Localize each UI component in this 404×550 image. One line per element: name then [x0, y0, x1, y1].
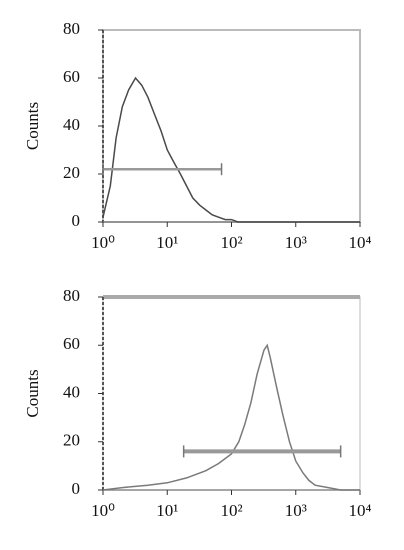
- x-tick-label: 10¹: [156, 501, 178, 520]
- plot-frame: [102, 296, 361, 491]
- y-tick-label: 40: [63, 382, 80, 401]
- x-tick-label: 10²: [220, 233, 242, 252]
- y-axis-label: Counts: [23, 369, 42, 417]
- x-tick-label: 10⁰: [91, 233, 115, 252]
- x-tick-label: 10⁰: [91, 501, 115, 520]
- x-tick-label: 10²: [220, 501, 242, 520]
- y-tick-label: 40: [63, 115, 80, 134]
- y-tick-label: 0: [72, 211, 81, 230]
- x-tick-label: 10³: [285, 501, 307, 520]
- y-tick-label: 20: [63, 431, 80, 450]
- y-tick-label: 0: [72, 479, 81, 498]
- y-axis-label: Counts: [23, 102, 42, 150]
- histogram-line: [102, 76, 360, 223]
- y-tick-label: 20: [63, 163, 80, 182]
- y-tick-label: 80: [63, 19, 80, 38]
- plot-frame: [102, 29, 361, 223]
- y-tick-label: 80: [63, 286, 80, 305]
- x-tick-label: 10⁴: [349, 501, 372, 520]
- histogram-line: [102, 343, 360, 491]
- x-tick-label: 10³: [285, 233, 307, 252]
- x-tick-label: 10¹: [156, 233, 178, 252]
- x-tick-label: 10⁴: [349, 233, 372, 252]
- y-tick-label: 60: [63, 67, 80, 86]
- y-tick-label: 60: [63, 334, 80, 353]
